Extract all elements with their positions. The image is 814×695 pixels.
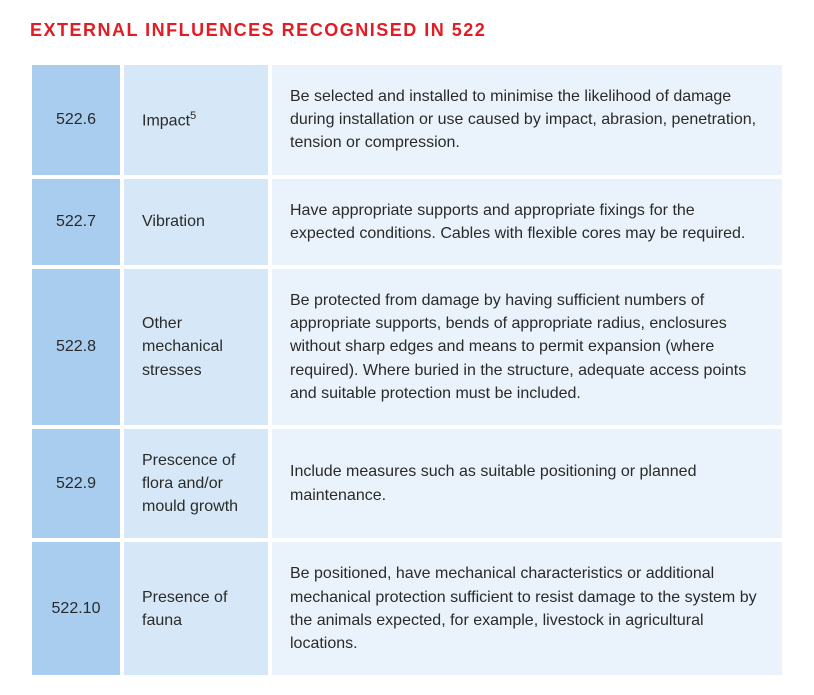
row-name: Vibration [122,177,270,267]
row-code: 522.7 [30,177,122,267]
table-row: 522.7 Vibration Have appropriate supports … [30,177,784,267]
row-name-text: Presence of fauna [142,589,227,629]
row-name: Prescence of flora and/or mould growth [122,427,270,541]
row-code: 522.6 [30,63,122,177]
row-name: Presence of fauna [122,540,270,677]
row-name-text: Vibration [142,213,205,230]
row-code: 522.8 [30,267,122,427]
row-name: Impact5 [122,63,270,177]
table-row: 522.9 Prescence of flora and/or mould gro… [30,427,784,541]
row-desc: Include measures such as suitable positi… [270,427,784,541]
row-name-text: Other mechanical stresses [142,315,223,378]
row-name: Other mechanical stresses [122,267,270,427]
row-desc: Be protected from damage by having suffi… [270,267,784,427]
row-name-text: Impact [142,112,190,129]
row-code: 522.9 [30,427,122,541]
page-title: EXTERNAL INFLUENCES RECOGNISED IN 522 [30,20,784,41]
influences-table: 522.6Impact5Be selected and installed to… [30,63,784,677]
table-row: 522.10 Presence of fauna Be positioned, ha… [30,540,784,677]
row-desc: Be selected and installed to minimise th… [270,63,784,177]
row-desc: Be positioned, have mechanical character… [270,540,784,677]
row-desc: Have appropriate supports and appropriat… [270,177,784,267]
row-code: 522.10 [30,540,122,677]
table-row: 522.6Impact5Be selected and installed to… [30,63,784,177]
row-name-sup: 5 [190,110,196,122]
row-name-text: Prescence of flora and/or mould growth [142,452,238,515]
table-row: 522.8 Other mechanical stresses Be protect… [30,267,784,427]
